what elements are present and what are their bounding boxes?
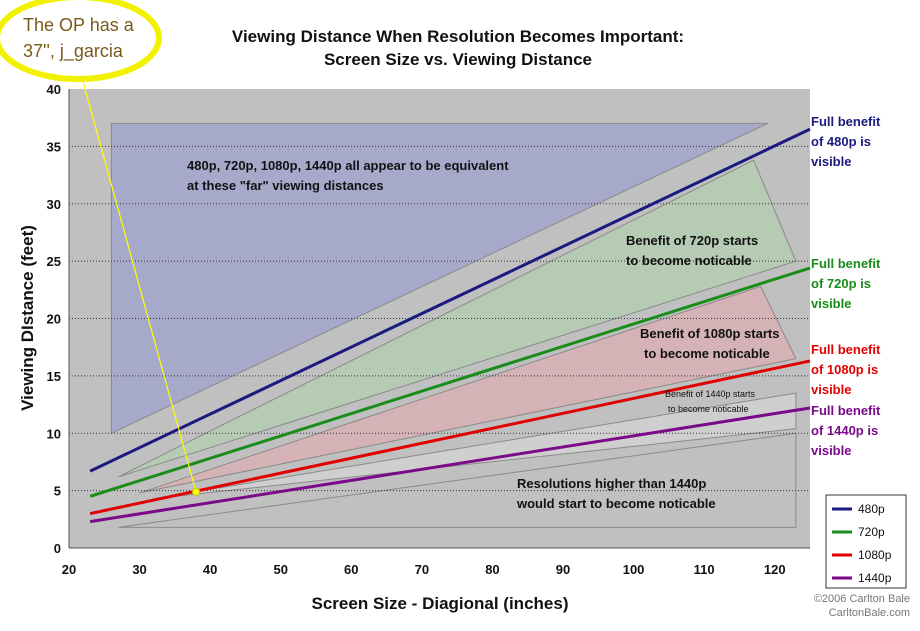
annotation-marker-dot xyxy=(192,487,201,496)
line-label-1080p: Full benefit xyxy=(811,342,881,357)
x-tick-label: 60 xyxy=(344,562,358,577)
credit-line-2: CarltonBale.com xyxy=(829,607,910,619)
chart-subtitle: Screen Size vs. Viewing Distance xyxy=(324,50,592,69)
line-label-720p: visible xyxy=(811,296,851,311)
annotation-text-1: The OP has a xyxy=(23,15,135,35)
x-tick-label: 100 xyxy=(623,562,645,577)
benefit-720p-label-2: to become noticable xyxy=(626,253,752,268)
higher-res-label-1: Resolutions higher than 1440p xyxy=(517,476,706,491)
x-tick-label: 120 xyxy=(764,562,786,577)
higher-resolution-region xyxy=(118,432,797,528)
line-label-720p: of 720p is xyxy=(811,276,871,291)
benefit-1440p-label-2: to become noticable xyxy=(668,404,749,414)
far-region-label-2: at these "far" viewing distances xyxy=(187,178,384,193)
x-axis-label: Screen Size - Diagional (inches) xyxy=(312,594,569,613)
annotation-circle xyxy=(0,0,162,82)
x-tick-label: 110 xyxy=(694,562,715,577)
y-tick-label: 35 xyxy=(47,139,61,154)
line-label-1440p: Full benefit xyxy=(811,403,881,418)
regions xyxy=(110,122,797,528)
line-label-1080p: of 1080p is xyxy=(811,362,878,377)
benefit-1080p-label-1: Benefit of 1080p starts xyxy=(640,326,779,341)
x-tick-label: 90 xyxy=(556,562,570,577)
line-label-1080p: visible xyxy=(811,382,851,397)
line-label-480p: visible xyxy=(811,154,851,169)
line-labels: Full benefit of 480p is visible Full benefi… xyxy=(811,114,881,458)
annotation-pointer-line xyxy=(81,77,197,492)
y-tick-label: 25 xyxy=(47,254,61,269)
benefit-1440p-label-1: Benefit of 1440p starts xyxy=(665,389,756,399)
credit-line-1: ©2006 Carlton Bale xyxy=(814,593,910,605)
series-line-1080p xyxy=(89,359,811,516)
x-tick-label: 70 xyxy=(415,562,429,577)
line-label-720p: Full benefit xyxy=(811,256,881,271)
x-tick-label: 50 xyxy=(273,562,287,577)
legend-label: 480p xyxy=(858,502,885,516)
far-distance-region xyxy=(110,122,768,435)
far-region-label-1: 480p, 720p, 1080p, 1440p all appear to b… xyxy=(187,158,509,173)
line-label-1440p: visible xyxy=(811,443,851,458)
line-label-1440p: of 1440p is xyxy=(811,423,878,438)
y-tick-label: 10 xyxy=(47,426,61,441)
y-tick-label: 5 xyxy=(54,484,61,499)
x-tick-label: 40 xyxy=(203,562,217,577)
chart-title: Viewing Distance When Resolution Becomes… xyxy=(232,27,684,46)
benefit-720p-label-1: Benefit of 720p starts xyxy=(626,233,758,248)
y-tick-label: 15 xyxy=(47,369,61,384)
benefit-1080p-region xyxy=(139,285,797,494)
series-lines xyxy=(89,127,811,524)
benefit-1080p-label-2: to become noticable xyxy=(644,346,770,361)
line-label-480p: Full benefit xyxy=(811,114,881,129)
series-line-1440p xyxy=(89,406,811,524)
y-tick-label: 40 xyxy=(47,82,61,97)
series-line-720p xyxy=(89,266,811,498)
y-tick-label: 20 xyxy=(47,312,61,327)
x-tick-labels: 20 30 40 50 60 70 80 90 100 110 120 xyxy=(62,562,786,577)
y-tick-label: 0 xyxy=(54,541,61,556)
line-label-480p: of 480p is xyxy=(811,134,871,149)
annotation-text-2: 37'', j_garcia xyxy=(23,41,124,62)
y-tick-labels: 0 5 10 15 20 25 30 35 40 xyxy=(47,82,61,556)
legend: 480p 720p 1080p 1440p xyxy=(825,494,907,589)
series-line-480p xyxy=(89,127,811,473)
x-tick-label: 30 xyxy=(132,562,146,577)
higher-res-label-2: would start to become noticable xyxy=(516,496,716,511)
legend-label: 720p xyxy=(858,525,885,539)
x-tick-label: 20 xyxy=(62,562,76,577)
legend-label: 1440p xyxy=(858,571,892,585)
x-tick-label: 80 xyxy=(485,562,499,577)
y-tick-label: 30 xyxy=(47,197,61,212)
legend-label: 1080p xyxy=(858,548,892,562)
y-axis-label: Viewing DIstance (feet) xyxy=(18,225,37,411)
